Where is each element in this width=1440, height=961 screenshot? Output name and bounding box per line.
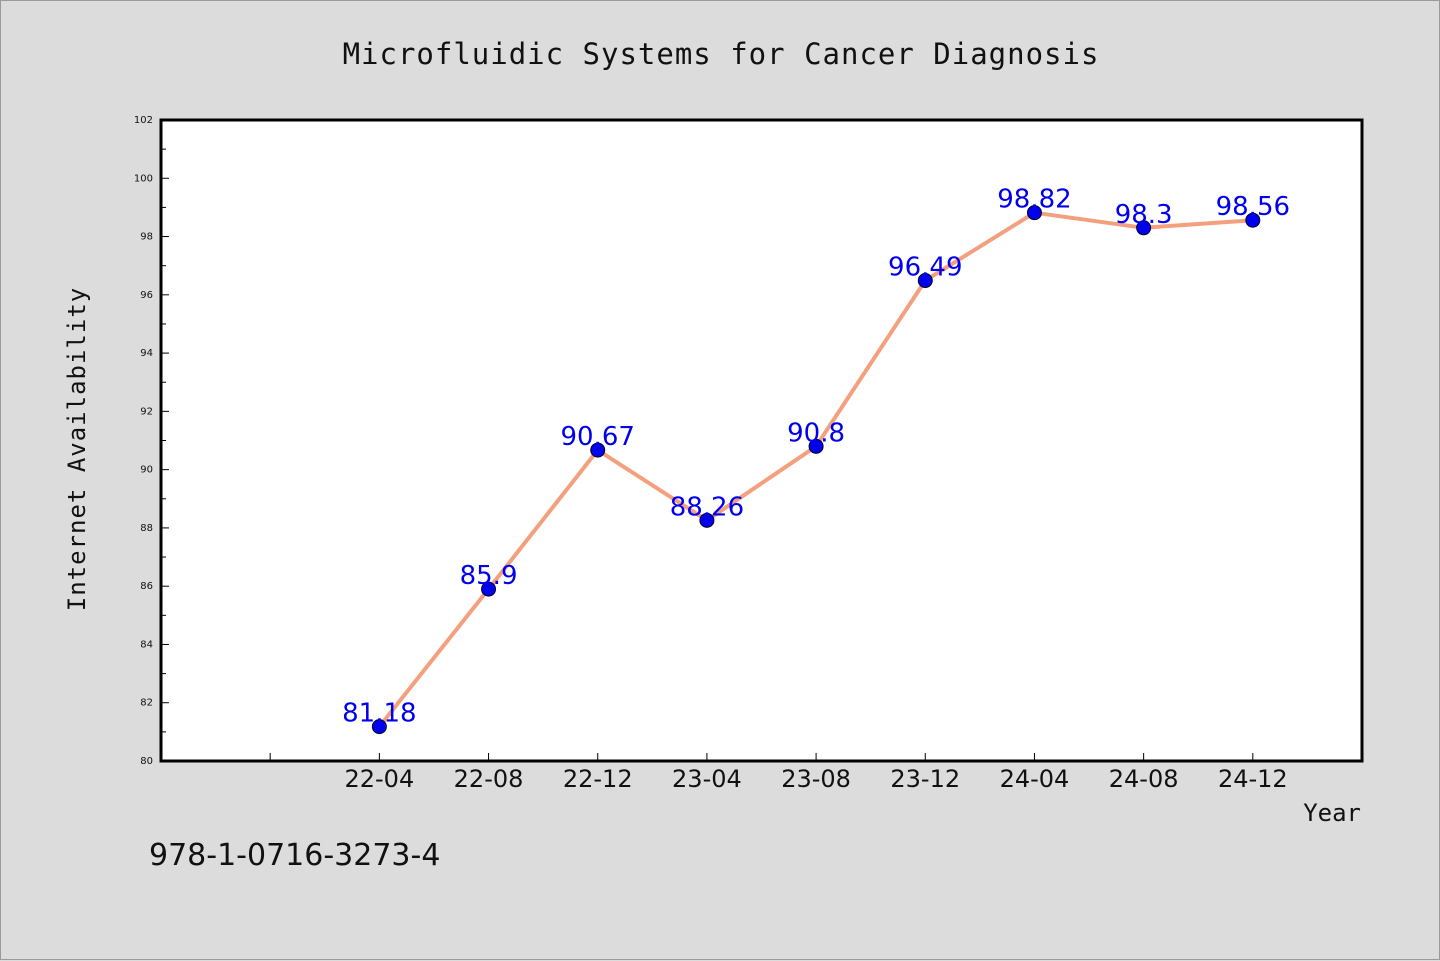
- data-point: [1136, 220, 1152, 236]
- x-tick-label: 24-12: [1218, 765, 1288, 793]
- series-line: 81.18 85.9 90.67 88.26 90.8 96.49 98.82 98.3 98.…: [342, 185, 1290, 735]
- data-label: 81.18: [342, 699, 416, 729]
- data-label: 85.9: [460, 561, 518, 591]
- y-axis-ticks: 80 82 84 86 88 90 92 94 96 98 100 102: [134, 115, 169, 767]
- x-axis-label: Year: [1303, 799, 1361, 827]
- x-tick-label: 24-04: [1000, 765, 1070, 793]
- data-point: [1245, 212, 1261, 228]
- data-point: [481, 581, 497, 597]
- data-label: 96.49: [888, 253, 962, 283]
- x-tick-label: 22-12: [563, 765, 633, 793]
- y-tick-label: 84: [140, 639, 153, 650]
- x-tick-label: 22-04: [344, 765, 414, 793]
- data-label: 98.3: [1115, 200, 1173, 230]
- data-point: [699, 512, 715, 528]
- data-label: 98.82: [997, 185, 1071, 215]
- data-label: 98.56: [1216, 192, 1290, 222]
- x-tick-label: 23-04: [672, 765, 742, 793]
- data-point: [808, 438, 824, 454]
- x-tick-label: 23-08: [781, 765, 851, 793]
- y-axis-label: Internet Availability: [63, 287, 91, 611]
- y-tick-label: 100: [134, 173, 153, 184]
- plot-area: [159, 118, 1364, 763]
- data-label: 88.26: [670, 492, 744, 522]
- x-tick-label: 23-12: [890, 765, 960, 793]
- y-tick-label: 80: [140, 756, 153, 767]
- y-tick-label: 102: [134, 115, 153, 126]
- data-point: [590, 442, 606, 458]
- footnote: 978-1-0716-3273-4: [149, 838, 440, 873]
- y-tick-label: 92: [140, 406, 153, 417]
- x-axis-ticks: 22-04 22-08 22-12 23-04 23-08 23-12 24-04 24-08…: [269, 753, 1288, 793]
- x-tick-label: 24-08: [1109, 765, 1179, 793]
- y-tick-label: 98: [140, 232, 153, 243]
- y-tick-label: 82: [140, 698, 153, 709]
- data-point: [1026, 205, 1042, 221]
- data-label: 90.8: [787, 418, 845, 448]
- y-tick-label: 94: [140, 348, 153, 359]
- data-point: [917, 273, 933, 289]
- chart-title: Microfluidic Systems for Cancer Diagnosi…: [343, 37, 1100, 71]
- y-tick-label: 96: [140, 290, 153, 301]
- data-label: 90.67: [561, 422, 635, 452]
- y-tick-label: 88: [140, 523, 153, 534]
- y-tick-label: 90: [140, 465, 153, 476]
- x-tick-label: 22-08: [454, 765, 524, 793]
- data-point: [371, 719, 387, 735]
- y-tick-label: 86: [140, 581, 153, 592]
